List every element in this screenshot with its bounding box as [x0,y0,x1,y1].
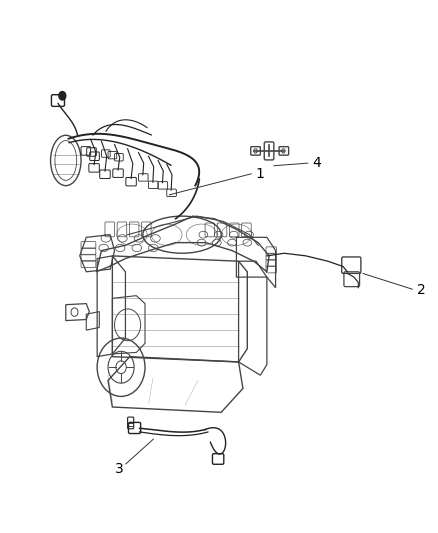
Text: 3: 3 [114,462,123,476]
Circle shape [59,92,66,100]
Text: 2: 2 [417,284,426,297]
Text: 1: 1 [256,167,265,181]
Text: 4: 4 [313,156,321,170]
